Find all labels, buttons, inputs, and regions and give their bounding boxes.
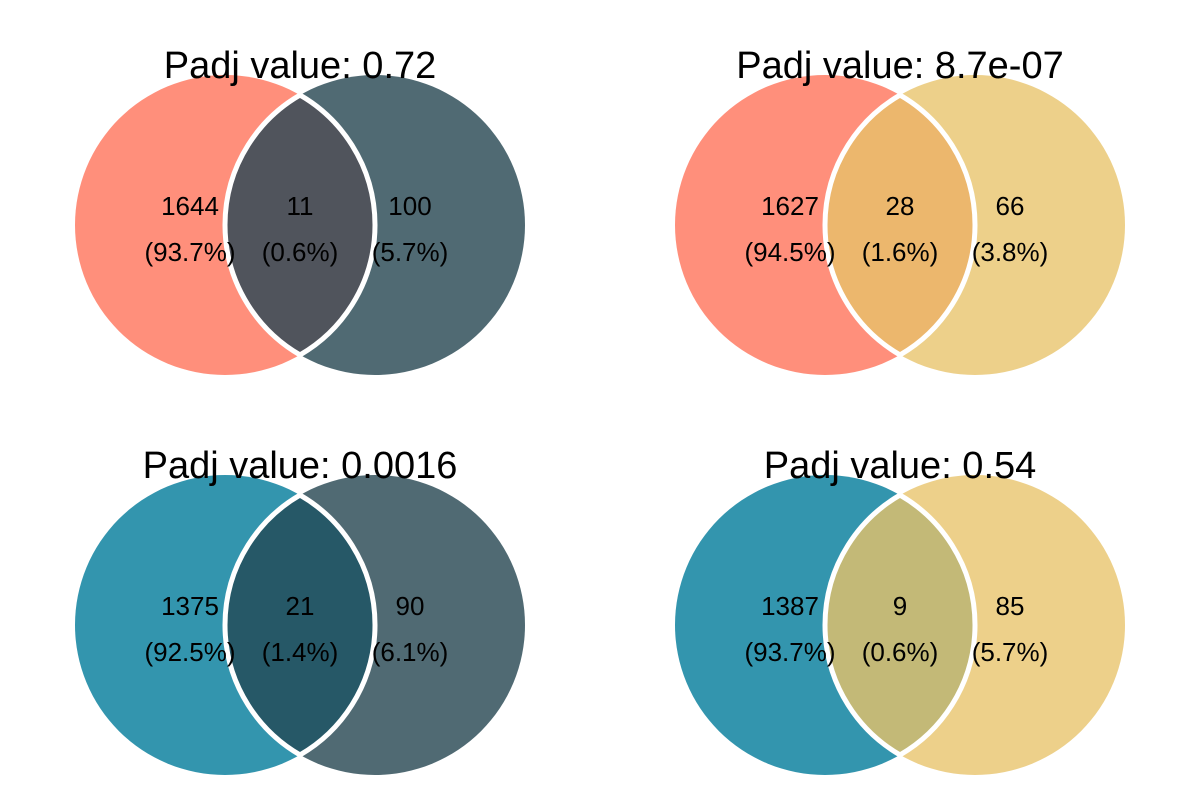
right-only-percent-label: (5.7%) — [972, 637, 1049, 667]
overlap-percent-label: (0.6%) — [262, 237, 339, 267]
overlap-count-label: 11 — [287, 191, 314, 221]
venn-title: Padj value: 0.0016 — [143, 445, 458, 487]
venn-panel-3: Padj value: 0.0016 1375 (92.5%) 21 (1.4%) 90 (… — [75, 445, 525, 775]
venn-panel-2: Padj value: 8.7e-07 1627 (94.5%) 28 (1.6%) 66… — [675, 45, 1125, 375]
venn-title: Padj value: 8.7e-07 — [736, 45, 1063, 87]
overlap-count-label: 9 — [893, 591, 907, 621]
overlap-outline — [222, 92, 378, 358]
right-only-count-label: 85 — [996, 591, 1025, 621]
overlap-region — [225, 95, 375, 355]
overlap-percent-label: (1.6%) — [862, 237, 939, 267]
left-only-percent-label: (92.5%) — [144, 637, 235, 667]
left-only-count-label: 1627 — [761, 191, 819, 221]
overlap-outline — [222, 492, 378, 758]
right-only-percent-label: (5.7%) — [372, 237, 449, 267]
overlap-count-label: 28 — [886, 191, 915, 221]
left-only-count-label: 1375 — [161, 591, 219, 621]
venn-panel-4: Padj value: 0.54 1387 (93.7%) 9 (0.6%) 85 (5.7… — [675, 445, 1125, 775]
overlap-count-label: 21 — [286, 591, 315, 621]
overlap-outline — [822, 92, 978, 358]
venn-panel-1: Padj value: 0.72 1644 (93.7%) 11 (0.6%) 100 (5… — [75, 45, 525, 375]
overlap-region — [825, 495, 975, 755]
right-only-count-label: 66 — [996, 191, 1025, 221]
overlap-percent-label: (1.4%) — [262, 637, 339, 667]
right-only-count-label: 90 — [396, 591, 425, 621]
left-only-percent-label: (93.7%) — [144, 237, 235, 267]
left-only-count-label: 1387 — [761, 591, 819, 621]
left-only-percent-label: (94.5%) — [744, 237, 835, 267]
overlap-region — [225, 495, 375, 755]
overlap-region — [825, 95, 975, 355]
overlap-outline — [822, 492, 978, 758]
right-only-percent-label: (6.1%) — [372, 637, 449, 667]
venn-title: Padj value: 0.72 — [164, 45, 437, 87]
right-only-percent-label: (3.8%) — [972, 237, 1049, 267]
overlap-percent-label: (0.6%) — [862, 637, 939, 667]
left-only-count-label: 1644 — [161, 191, 219, 221]
left-only-percent-label: (93.7%) — [744, 637, 835, 667]
venn-title: Padj value: 0.54 — [764, 445, 1037, 487]
right-only-count-label: 100 — [388, 191, 431, 221]
